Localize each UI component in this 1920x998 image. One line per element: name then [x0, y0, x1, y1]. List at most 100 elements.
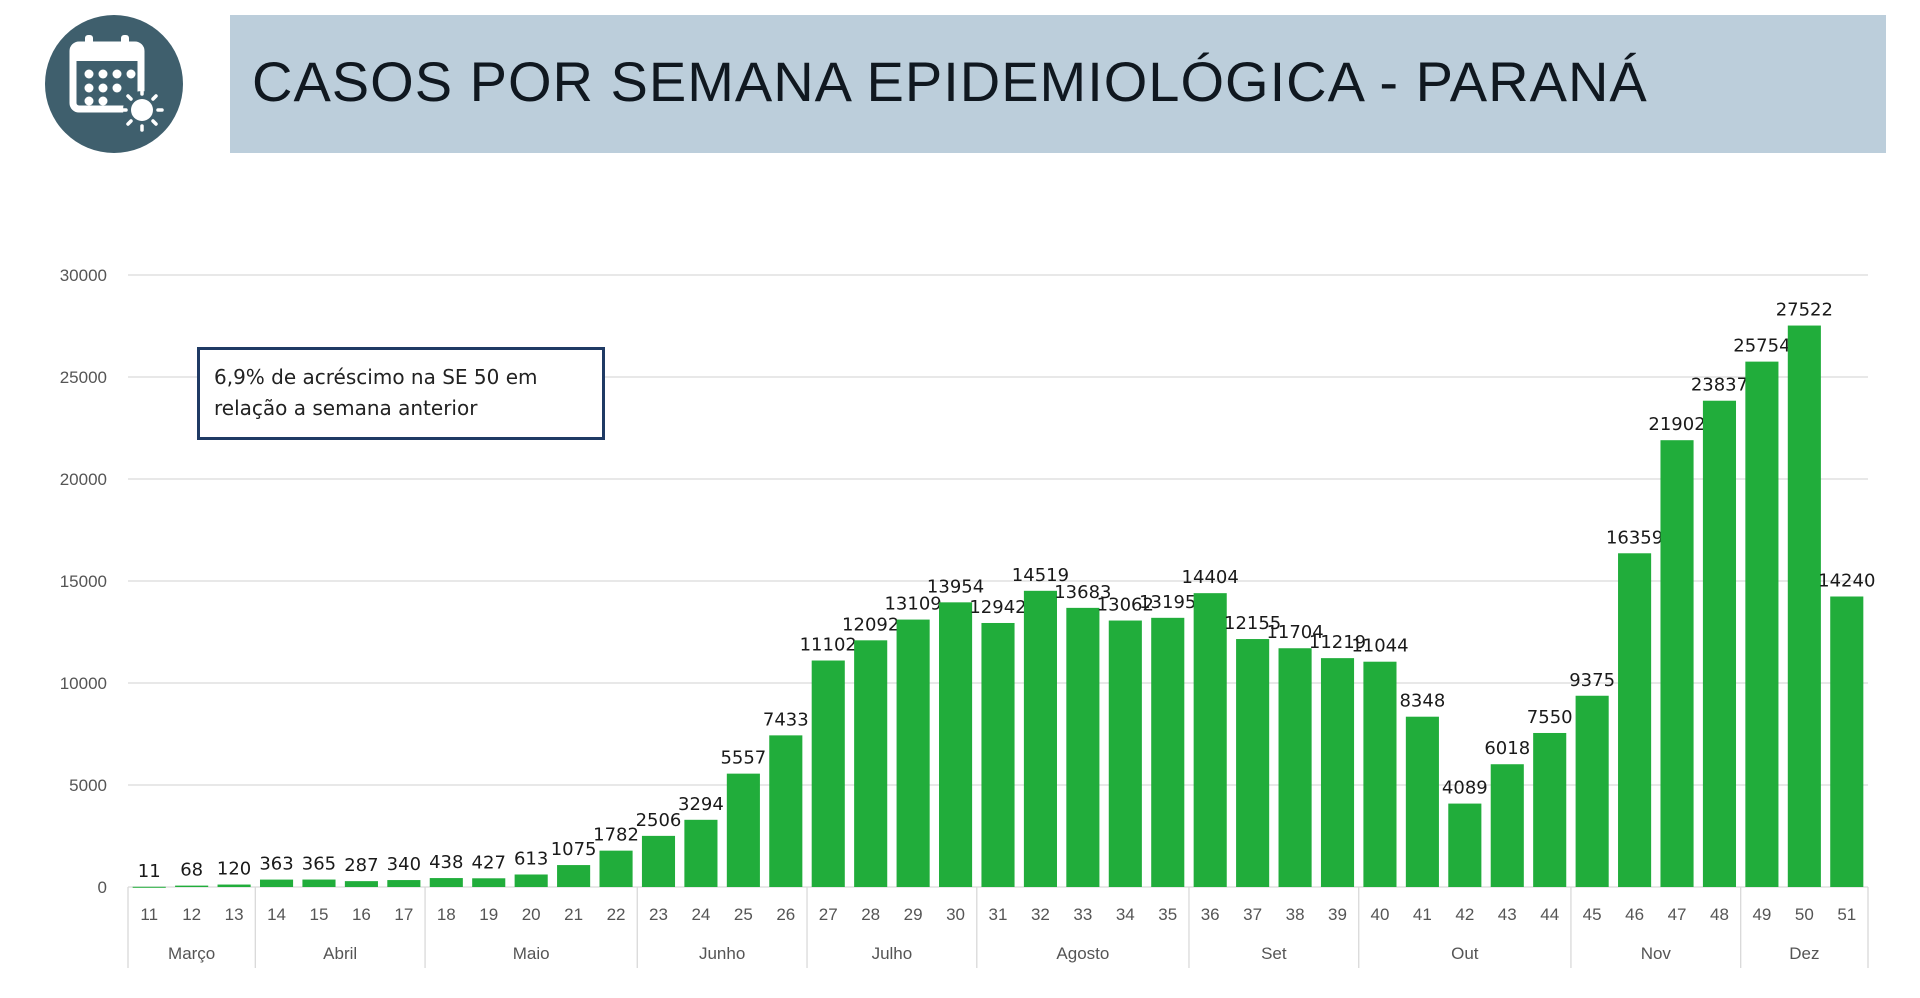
bar — [557, 865, 591, 887]
x-tick-label: 35 — [1158, 905, 1177, 924]
data-label: 12942 — [969, 597, 1026, 618]
x-tick-label: 23 — [649, 905, 668, 924]
bar — [684, 819, 718, 887]
month-label: Junho — [699, 944, 745, 963]
y-tick-label: 15000 — [60, 572, 107, 591]
bar — [472, 878, 506, 887]
data-label: 13195 — [1139, 592, 1196, 613]
data-label: 27522 — [1776, 300, 1833, 321]
data-label: 7550 — [1527, 707, 1573, 728]
page-title: CASOS POR SEMANA EPIDEMIOLÓGICA - PARANÁ — [252, 50, 1648, 113]
bar — [259, 879, 294, 887]
data-label: 68 — [180, 860, 203, 881]
data-label: 340 — [387, 854, 421, 875]
data-label: 16359 — [1606, 527, 1663, 548]
month-label: Agosto — [1056, 944, 1109, 963]
bar — [302, 879, 336, 887]
x-tick-label: 39 — [1328, 905, 1347, 924]
data-label: 438 — [429, 852, 463, 873]
data-label: 2506 — [636, 810, 682, 831]
data-label: 6018 — [1484, 738, 1530, 759]
bar — [854, 640, 888, 887]
bar — [429, 878, 463, 887]
data-label: 23837 — [1691, 375, 1748, 396]
bar — [132, 886, 166, 888]
bar — [1108, 620, 1142, 887]
data-label: 13954 — [927, 576, 984, 597]
y-tick-label: 30000 — [60, 266, 107, 285]
data-label: 427 — [472, 852, 506, 873]
bar — [1151, 617, 1185, 887]
data-label: 365 — [302, 854, 336, 875]
bar — [175, 885, 209, 887]
x-tick-label: 44 — [1540, 905, 1559, 924]
bar — [1236, 639, 1270, 887]
x-tick-label: 43 — [1498, 905, 1517, 924]
x-tick-label: 28 — [861, 905, 880, 924]
x-tick-label: 16 — [352, 905, 371, 924]
bar — [514, 874, 548, 887]
month-label: Dez — [1789, 944, 1819, 963]
bar — [599, 850, 633, 887]
x-tick-label: 22 — [607, 905, 626, 924]
title-bar: CASOS POR SEMANA EPIDEMIOLÓGICA - PARANÁ — [230, 15, 1886, 153]
x-tick-label: 18 — [437, 905, 456, 924]
data-label: 25754 — [1733, 336, 1790, 357]
data-label: 13062 — [1097, 595, 1154, 616]
y-tick-label: 5000 — [69, 776, 107, 795]
x-tick-label: 19 — [479, 905, 498, 924]
bar — [1278, 648, 1312, 887]
bar — [1363, 661, 1397, 887]
x-tick-label: 42 — [1455, 905, 1474, 924]
y-tick-label: 10000 — [60, 674, 107, 693]
bar — [726, 773, 760, 887]
data-label: 4089 — [1442, 778, 1488, 799]
month-label: Nov — [1641, 944, 1672, 963]
x-tick-label: 24 — [691, 905, 710, 924]
bar — [1490, 764, 1524, 887]
x-tick-label: 13 — [225, 905, 244, 924]
bar — [1660, 440, 1694, 887]
data-label: 13683 — [1054, 582, 1111, 603]
x-tick-label: 50 — [1795, 905, 1814, 924]
bar — [1193, 593, 1227, 887]
x-tick-label: 27 — [819, 905, 838, 924]
bar — [217, 884, 251, 887]
bar — [1787, 325, 1821, 887]
x-tick-label: 33 — [1073, 905, 1092, 924]
data-label: 11704 — [1266, 622, 1323, 643]
data-label: 14240 — [1818, 571, 1875, 592]
calendar-virus-icon — [45, 15, 183, 153]
data-label: 13109 — [884, 594, 941, 615]
data-label: 12092 — [842, 614, 899, 635]
bar — [1745, 361, 1779, 887]
x-tick-label: 40 — [1370, 905, 1389, 924]
y-tick-label: 0 — [98, 878, 107, 897]
x-tick-label: 32 — [1031, 905, 1050, 924]
month-label: Set — [1261, 944, 1287, 963]
bar — [1066, 607, 1100, 887]
x-tick-label: 29 — [904, 905, 923, 924]
bar — [811, 660, 845, 887]
x-tick-label: 17 — [394, 905, 413, 924]
bar — [387, 880, 421, 887]
x-tick-label: 20 — [522, 905, 541, 924]
month-label: Maio — [513, 944, 550, 963]
data-label: 9375 — [1569, 670, 1615, 691]
bar — [344, 881, 378, 887]
data-label: 3294 — [678, 794, 724, 815]
data-label: 21902 — [1648, 414, 1705, 435]
data-label: 11219 — [1309, 632, 1366, 653]
x-tick-label: 41 — [1413, 905, 1432, 924]
x-tick-label: 51 — [1837, 905, 1856, 924]
month-label: Julho — [872, 944, 913, 963]
data-label: 12155 — [1224, 613, 1281, 634]
annotation-box: 6,9% de acréscimo na SE 50 em relação a … — [197, 347, 605, 440]
x-tick-label: 46 — [1625, 905, 1644, 924]
annotation-line-2: relação a semana anterior — [214, 396, 478, 420]
x-tick-label: 15 — [310, 905, 329, 924]
data-label: 5557 — [720, 748, 766, 769]
bar — [641, 835, 676, 887]
bar — [1618, 553, 1652, 887]
data-label: 287 — [344, 855, 378, 876]
